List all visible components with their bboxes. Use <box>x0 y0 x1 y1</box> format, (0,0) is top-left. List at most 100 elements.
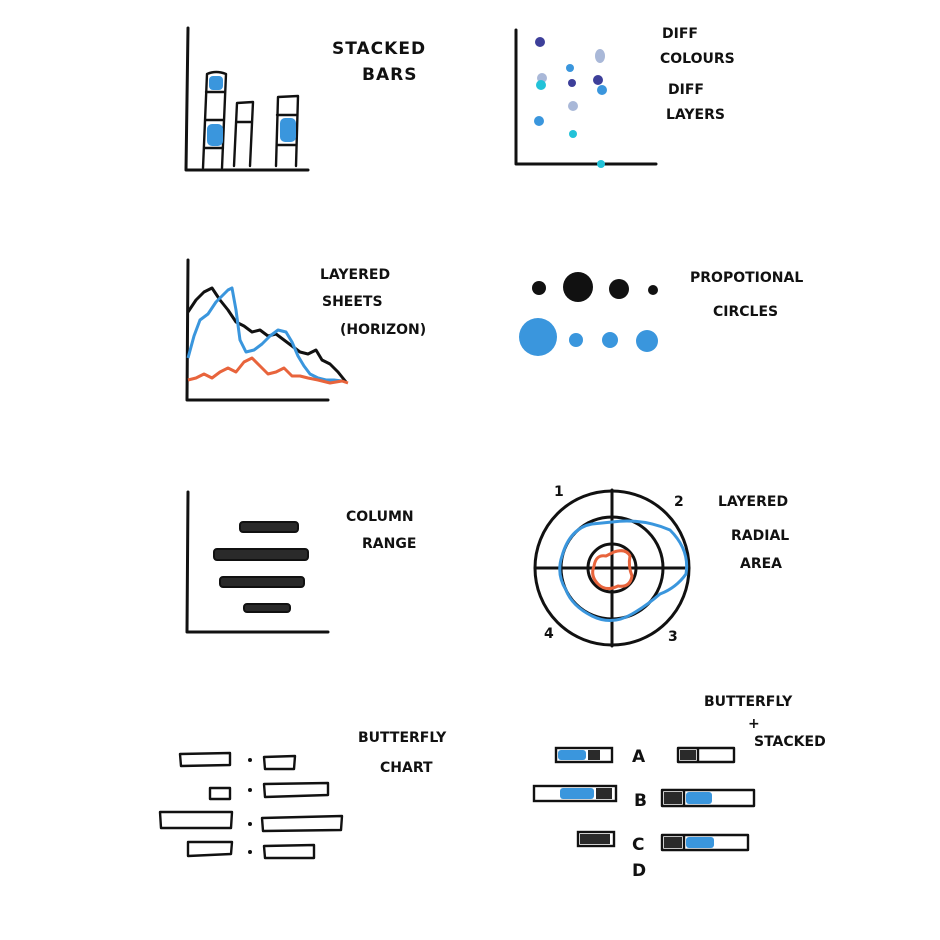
radial-orange-area <box>591 549 634 591</box>
layered-sheets-axes <box>185 258 330 402</box>
scatter-axes <box>514 28 658 166</box>
butterfly-left-bar <box>158 810 234 830</box>
proportional-circle-blue <box>636 330 658 352</box>
panel-butterfly-stacked: A B C D BUTTERFLY + STACKED <box>532 694 826 881</box>
scatter-point <box>569 130 577 138</box>
proportional-circle-blue <box>519 318 557 356</box>
scatter-point <box>534 116 544 126</box>
layered-sheets-title-1: LAYERED <box>320 267 390 283</box>
butterfly-center-dot <box>248 788 252 792</box>
stacked-bar-1-fill-mid <box>207 124 223 146</box>
scatter-point <box>568 79 576 87</box>
scatter-point <box>597 85 607 95</box>
panel-layered-sheets: LAYERED SHEETS (HORIZON) <box>185 258 426 402</box>
butterfly-stacked-left-bar <box>532 784 618 803</box>
butterfly-right-bar <box>262 781 330 799</box>
butterfly-left-bar <box>208 786 232 801</box>
butterfly-right-bar <box>260 814 344 833</box>
scatter-point <box>535 37 545 47</box>
layered-sheets-title-2: SHEETS <box>322 294 383 310</box>
butterfly-left-bar <box>178 751 232 768</box>
butterfly-stacked-left-bar <box>576 830 616 848</box>
stacked-bar-3-fill <box>280 118 296 142</box>
butterfly-stacked-title-3: STACKED <box>754 734 826 750</box>
butterfly-stacked-left-fill-black <box>580 834 610 844</box>
stacked-bars-title-2: BARS <box>362 65 417 85</box>
radial-area-title-3: AREA <box>740 556 782 572</box>
butterfly-right-bar <box>262 843 316 860</box>
butterfly-stacked-category-d: D <box>632 861 647 881</box>
butterfly-stacked-title-1: BUTTERFLY <box>704 694 793 710</box>
butterfly-stacked-category-b: B <box>634 791 648 811</box>
stacked-bar-1-fill-top <box>209 76 223 90</box>
butterfly-stacked-title-2: + <box>748 716 760 732</box>
proportional-circle-black <box>648 285 658 295</box>
panel-proportional-circles: PROPOTIONAL CIRCLES <box>519 270 803 356</box>
column-range-axes <box>185 490 330 634</box>
proportional-circle-blue <box>602 332 618 348</box>
column-range-bar <box>243 603 291 613</box>
butterfly-stacked-left-bar <box>554 746 614 764</box>
panel-scatter: DIFF COLOURS DIFF LAYERS <box>514 26 735 168</box>
butterfly-stacked-right-bar <box>660 788 756 808</box>
butterfly-stacked-category-a: A <box>632 747 646 767</box>
proportional-circles-title-1: PROPOTIONAL <box>690 270 803 286</box>
radial-quadrant-2: 2 <box>674 494 684 510</box>
butterfly-stacked-left-fill-blue <box>560 788 594 799</box>
butterfly-stacked-right-fill-black <box>680 750 696 760</box>
panel-column-range: COLUMN RANGE <box>185 490 416 634</box>
scatter-point <box>536 80 546 90</box>
proportional-circle-black <box>609 279 629 299</box>
butterfly-chart-title-2: CHART <box>380 760 433 776</box>
proportional-circles-title-2: CIRCLES <box>713 304 778 320</box>
butterfly-chart-title-1: BUTTERFLY <box>358 730 447 746</box>
panel-stacked-bars: STACKED BARS <box>184 26 426 172</box>
stacked-bars-title-1: STACKED <box>332 39 426 59</box>
column-range-title-1: COLUMN <box>346 509 414 525</box>
proportional-circle-black <box>532 281 546 295</box>
butterfly-stacked-right-bar <box>676 746 736 764</box>
proportional-circle-black <box>563 272 593 302</box>
stacked-bar-1 <box>201 70 228 170</box>
scatter-label-4: LAYERS <box>666 107 725 123</box>
butterfly-stacked-right-fill-black <box>664 792 682 804</box>
radial-area-title-1: LAYERED <box>718 494 788 510</box>
butterfly-center-dot <box>248 758 252 762</box>
radial-quadrant-3: 3 <box>668 629 678 645</box>
scatter-point <box>595 49 605 63</box>
scatter-point <box>568 101 578 111</box>
butterfly-center-dot <box>248 822 252 826</box>
butterfly-stacked-left-fill-blue <box>558 750 586 760</box>
butterfly-stacked-left-fill-black <box>588 750 600 760</box>
butterfly-left-bar <box>186 840 234 858</box>
panel-butterfly-chart: BUTTERFLY CHART <box>158 730 447 860</box>
layered-sheets-blue-series <box>186 286 343 383</box>
radial-blue-area <box>558 519 689 622</box>
butterfly-stacked-right-fill-black <box>664 837 682 848</box>
butterfly-stacked-right-fill-blue <box>686 792 712 804</box>
butterfly-stacked-left-fill-black <box>596 788 612 799</box>
column-range-bar <box>213 548 309 561</box>
layered-sheets-title-3: (HORIZON) <box>340 322 426 338</box>
column-range-bar <box>219 576 305 588</box>
stacked-bar-3 <box>274 94 300 168</box>
scatter-label-2: COLOURS <box>660 51 735 67</box>
column-range-title-2: RANGE <box>362 536 416 552</box>
scatter-point <box>597 160 605 168</box>
butterfly-stacked-category-c: C <box>632 835 645 855</box>
stacked-bar-2 <box>232 100 255 168</box>
stacked-bars-axes <box>184 26 310 172</box>
radial-area-title-2: RADIAL <box>731 528 789 544</box>
scatter-point <box>566 64 574 72</box>
layered-sheets-orange-series <box>187 356 349 385</box>
column-range-bar <box>239 521 299 533</box>
butterfly-stacked-right-fill-blue <box>686 837 714 848</box>
butterfly-center-dot <box>248 850 252 854</box>
panel-radial-area: 1 2 3 4 LAYERED RADIAL AREA <box>533 484 789 648</box>
scatter-label-3: DIFF <box>668 82 704 98</box>
radial-quadrant-1: 1 <box>554 484 564 500</box>
proportional-circle-blue <box>569 333 583 347</box>
butterfly-stacked-right-bar <box>660 833 750 852</box>
scatter-point <box>593 75 603 85</box>
